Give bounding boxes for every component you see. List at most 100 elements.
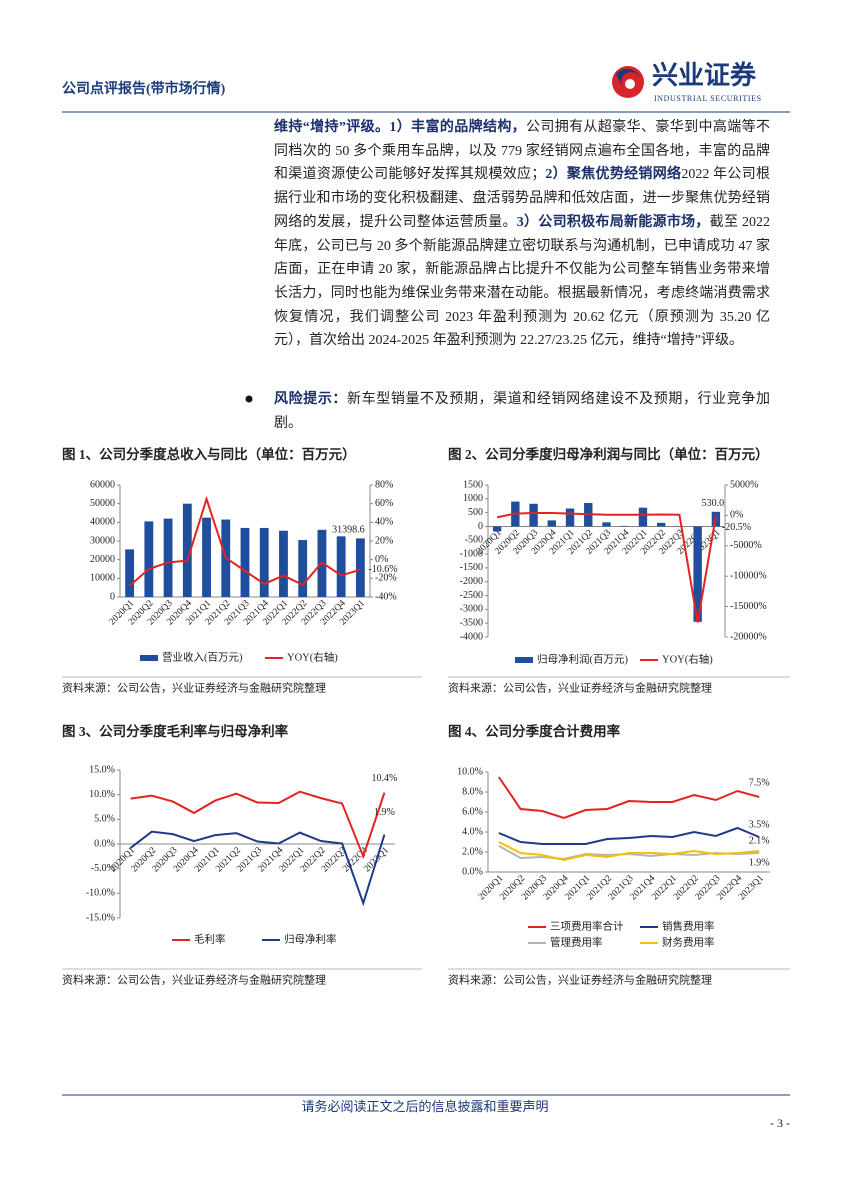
bar bbox=[529, 503, 538, 527]
line bbox=[496, 511, 717, 623]
bold-run: 3）公司积极布局新能源市场， bbox=[516, 214, 710, 230]
y-tick-label: 15.0% bbox=[89, 764, 115, 775]
y-tick-label: 0.0% bbox=[94, 838, 115, 849]
y2-tick-label: 20% bbox=[375, 535, 393, 546]
bar bbox=[693, 526, 702, 622]
chart-title: 图 2、公司分季度归母净利润与同比（单位：百万元） bbox=[448, 446, 769, 462]
bar bbox=[125, 549, 135, 597]
y-tick-label: 1500 bbox=[463, 479, 483, 490]
logo-dot bbox=[625, 79, 635, 89]
y2-tick-label: -15000% bbox=[730, 601, 767, 612]
line bbox=[130, 790, 386, 860]
x-tick-label: 2023Q1 bbox=[737, 873, 766, 902]
logo-en: INDUSTRIAL SECURITIES bbox=[654, 94, 762, 103]
footer-notice: 请务必阅读正文之后的信息披露和重要声明 bbox=[301, 1099, 548, 1114]
value-label: -20.5% bbox=[722, 522, 751, 533]
page-number: - 3 - bbox=[770, 1116, 790, 1130]
text-run: 公司拥有从超豪华、豪华到中高端等不同档次的 50 多个乘用车品牌，以及 779 … bbox=[274, 120, 771, 183]
legend-label: 管理费用率 bbox=[550, 935, 603, 948]
bar bbox=[638, 507, 648, 527]
value-label: 3.5% bbox=[749, 819, 770, 830]
y-tick-label: -10.0% bbox=[86, 888, 115, 899]
y-tick-label: 30000 bbox=[90, 535, 115, 546]
y-tick-label: 1000 bbox=[463, 493, 483, 504]
legend-label: YOY(右轴) bbox=[287, 650, 338, 663]
y-tick-label: 6.0% bbox=[462, 806, 483, 817]
bar bbox=[202, 517, 211, 597]
y-tick-label: 10.0% bbox=[89, 789, 115, 800]
chart-title: 图 3、公司分季度毛利率与归母净利率 bbox=[62, 723, 289, 739]
y-tick-label: 60000 bbox=[90, 479, 115, 490]
y-tick-label: 2.0% bbox=[462, 846, 483, 857]
bar bbox=[602, 522, 611, 527]
y2-tick-label: 80% bbox=[375, 479, 393, 490]
source: 资料来源：公司公告，兴业证券经济与金融研究院整理 bbox=[62, 973, 326, 987]
y-tick-label: 10.0% bbox=[457, 766, 483, 777]
logo-swirl bbox=[616, 68, 640, 86]
y-tick-label: 10000 bbox=[90, 573, 115, 584]
y2-tick-label: 40% bbox=[375, 517, 393, 528]
y-tick-label: -3000 bbox=[460, 604, 483, 615]
value-label: -10.6% bbox=[368, 564, 397, 575]
bar bbox=[492, 526, 502, 532]
legend-label: 归母净利润(百万元) bbox=[537, 652, 628, 665]
bar bbox=[298, 540, 308, 597]
legend-label: YOY(右轴) bbox=[662, 652, 713, 665]
line bbox=[498, 826, 760, 845]
y2-tick-label: 0% bbox=[375, 554, 388, 565]
legend-label: 财务费用率 bbox=[662, 935, 715, 948]
bar bbox=[565, 508, 575, 527]
bullet-text: 风险提示：新车型销量不及预期，渠道和经销网络建设不及预期，行业竞争加剧。 bbox=[274, 388, 770, 435]
line bbox=[498, 776, 760, 820]
bold-run: 1）丰富的品牌结构， bbox=[389, 120, 527, 135]
y-tick-label: 40000 bbox=[90, 517, 115, 528]
legend-label: 毛利率 bbox=[194, 932, 226, 945]
y-tick-label: 5.0% bbox=[94, 814, 115, 825]
bold-run: 风险提示： bbox=[274, 392, 348, 407]
y-tick-label: -1000 bbox=[460, 548, 483, 559]
y-tick-label: 0 bbox=[110, 591, 115, 602]
logo-cn: 兴业证券 bbox=[652, 61, 757, 90]
y-tick-label: 0.0% bbox=[462, 866, 483, 877]
legend-swatch bbox=[515, 657, 533, 663]
bar bbox=[620, 525, 629, 527]
y-tick-label: -3500 bbox=[460, 617, 483, 628]
y-tick-label: 500 bbox=[468, 507, 483, 518]
y2-tick-label: -20000% bbox=[730, 631, 767, 642]
y2-tick-label: -5000% bbox=[730, 540, 762, 551]
line bbox=[128, 495, 361, 587]
value-label: 31398.6 bbox=[332, 525, 365, 536]
y2-tick-label: -40% bbox=[375, 591, 397, 602]
bar bbox=[355, 538, 365, 597]
y-tick-label: 0 bbox=[478, 521, 483, 532]
y2-tick-label: -20% bbox=[375, 573, 397, 584]
header-title: 公司点评报告(带市场行情) bbox=[62, 80, 226, 97]
text-run: 截至 2022 年底，公司已与 20 多个新能源品牌建立密切联系与沟通机制，已申… bbox=[274, 214, 771, 349]
line bbox=[498, 841, 760, 862]
legend-swatch bbox=[140, 655, 158, 661]
y-tick-label: 20000 bbox=[90, 554, 115, 565]
y-tick-label: -15.0% bbox=[86, 912, 115, 923]
y-tick-label: -2500 bbox=[460, 590, 483, 601]
legend-label: 营业收入(百万元) bbox=[162, 650, 243, 663]
legend-label: 销售费用率 bbox=[662, 919, 715, 932]
y-tick-label: -4000 bbox=[460, 631, 483, 642]
source: 资料来源：公司公告，兴业证券经济与金融研究院整理 bbox=[62, 681, 326, 695]
legend-label: 归母净利率 bbox=[284, 932, 337, 945]
y2-tick-label: 60% bbox=[375, 498, 393, 509]
y2-tick-label: 0% bbox=[730, 510, 743, 521]
y-tick-label: 4.0% bbox=[462, 826, 483, 837]
chart-title: 图 1、公司分季度总收入与同比（单位：百万元） bbox=[62, 446, 356, 462]
value-label: 7.5% bbox=[749, 777, 770, 788]
text-run: 2022 年公司根据行业和市场的变化积极翻建、盘活弱势品牌和低效店面，进一步聚焦… bbox=[274, 167, 770, 230]
bar bbox=[259, 527, 269, 597]
bold-run: 2）聚焦优势经销网络 bbox=[545, 167, 682, 183]
y-tick-label: -2000 bbox=[460, 576, 483, 587]
y-tick-label: -500 bbox=[465, 535, 483, 546]
value-label: 10.4% bbox=[372, 773, 398, 784]
bold-run: 维持“增持”评级。 bbox=[274, 120, 390, 135]
text-run: 新车型销量不及预期，渠道和经销网络建设不及预期，行业竞争加剧。 bbox=[274, 392, 770, 431]
bar bbox=[336, 536, 346, 597]
y-tick-label: 50000 bbox=[90, 498, 115, 509]
